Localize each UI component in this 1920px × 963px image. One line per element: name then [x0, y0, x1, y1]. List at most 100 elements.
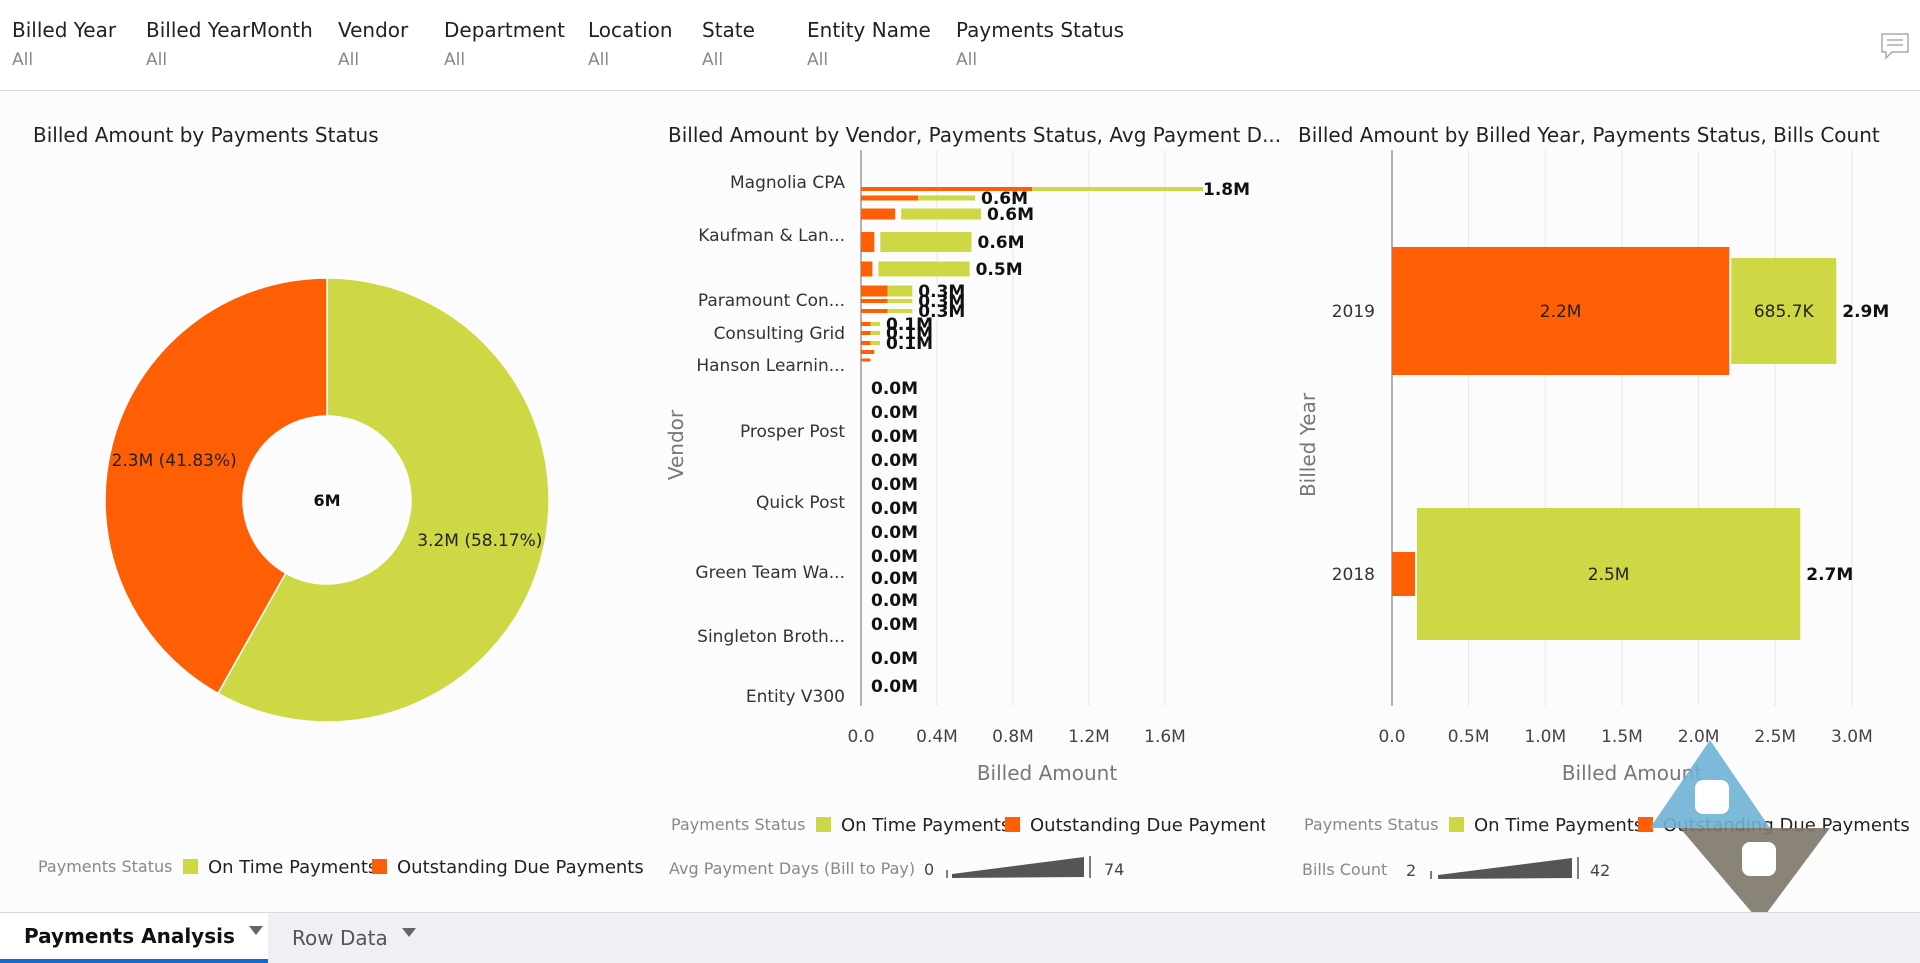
filter-label: Billed YearMonth: [146, 18, 313, 42]
x-tick-label: 3.0M: [1831, 727, 1873, 747]
bar-on-time: [887, 299, 913, 303]
bar-outstanding: [861, 331, 871, 335]
filter-label: Entity Name: [807, 18, 931, 42]
bar-total-label: 0.0M: [871, 427, 918, 447]
legend-title: Payments Status: [38, 857, 172, 876]
bar-total-label: 0.1M: [886, 334, 933, 354]
bar-total-label: 0.0M: [871, 615, 918, 635]
legend-title: Payments Status: [671, 815, 805, 834]
bar-outstanding: [1392, 552, 1415, 596]
tab-payments-analysis[interactable]: Payments Analysis: [0, 913, 268, 963]
size-legend-max: 42: [1590, 861, 1610, 880]
filter-department[interactable]: Department All: [444, 18, 565, 70]
bar-outstanding: [861, 341, 871, 345]
bar-total-label: 0.0M: [871, 451, 918, 471]
filter-billed-year[interactable]: Billed Year All: [12, 18, 116, 70]
legend-outstanding: Outstanding Due Payments: [1030, 815, 1265, 836]
watermark-logo: [1650, 740, 1830, 922]
y-tick-label: Singleton Broth...: [697, 627, 845, 647]
y-tick-label: Quick Post: [756, 493, 845, 513]
filter-location[interactable]: Location All: [588, 18, 673, 70]
vendor-legend: Payments Status On Time Payments Outstan…: [669, 815, 1265, 879]
y-tick-label: Hanson Learnin...: [696, 356, 845, 376]
filter-entity-name[interactable]: Entity Name All: [807, 18, 931, 70]
bar-outstanding: [861, 187, 1032, 191]
chevron-down-icon[interactable]: [248, 925, 263, 935]
bar-total-label: 0.3M: [918, 302, 965, 322]
bar-outstanding: [861, 208, 896, 220]
bar-total-label: 0.6M: [981, 189, 1028, 209]
bar-outstanding: [861, 309, 888, 313]
vendor-bar-chart: 0.0 0.4M 0.8M 1.2M 1.6M Magnolia CPA Kaufman &…: [664, 150, 1250, 785]
filter-value: All: [588, 50, 610, 70]
y-tick-label: Green Team Wa...: [695, 563, 845, 583]
filter-payments-status[interactable]: Payments Status All: [956, 18, 1124, 70]
x-axis-label: Billed Amount: [977, 761, 1118, 785]
bar-total-label: 0.0M: [871, 547, 918, 567]
filter-label: State: [702, 18, 755, 42]
bar-outstanding: [861, 358, 871, 362]
x-tick-label: 0.5M: [1448, 727, 1490, 747]
bar-total-label: 0.0M: [871, 569, 918, 589]
x-tick-label: 0.8M: [992, 727, 1034, 747]
bar-on-time: [887, 309, 913, 313]
bar-total-label: 0.3M: [918, 292, 965, 312]
filter-bar: Billed Year All Billed YearMonth All Vendor A…: [0, 0, 1920, 91]
bar-total-label: 0.6M: [978, 233, 1025, 253]
filter-vendor[interactable]: Vendor All: [338, 18, 408, 70]
filter-label: Location: [588, 18, 673, 42]
bar-on-time: [1416, 508, 1801, 640]
legend-title: Payments Status: [1304, 815, 1438, 834]
y-axis-label: Vendor: [664, 409, 688, 480]
bar-on-time: [878, 261, 970, 277]
comment-icon[interactable]: [1880, 32, 1910, 60]
sheet-tabs: Payments Analysis Row Data: [0, 912, 1920, 963]
bar-on-time: [1731, 258, 1837, 364]
bar-total-label: 0.0M: [871, 475, 918, 495]
filter-label: Billed Year: [12, 18, 117, 42]
y-axis-label: Billed Year: [1296, 392, 1320, 497]
bar-total-label: 1.8M: [1203, 180, 1250, 200]
filter-value: All: [807, 50, 829, 70]
bar-outstanding: [861, 195, 918, 201]
y-tick-label: Entity V300: [746, 687, 845, 707]
bar-outstanding: [861, 261, 873, 277]
donut-legend: Payments Status On Time Payments Outstan…: [38, 857, 644, 878]
bar-outstanding: [861, 285, 888, 297]
filter-value: All: [12, 50, 34, 70]
vendor-chart-title: Billed Amount by Vendor, Payments Status…: [668, 123, 1282, 147]
tab-label: Payments Analysis: [24, 924, 235, 948]
y-tick-label: Consulting Grid: [714, 324, 845, 344]
tab-label: Row Data: [292, 926, 388, 950]
bar-on-time: [918, 195, 975, 201]
bar-total-label: 0.0M: [871, 591, 918, 611]
y-tick-label: 2019: [1332, 302, 1375, 322]
bar-on-time: [880, 232, 972, 252]
donut-slice: [104, 277, 328, 695]
bar-total-label: 0.6M: [987, 205, 1034, 225]
bar-on-time: [870, 341, 880, 345]
y-tick-label: 2018: [1332, 565, 1375, 585]
bar-total-label: 0.0M: [871, 403, 918, 423]
tab-row-data[interactable]: Row Data: [268, 913, 438, 963]
y-tick-label: Prosper Post: [740, 422, 845, 442]
x-tick-label: 0.0: [1378, 727, 1405, 747]
bar-total-label: 2.7M: [1806, 565, 1853, 585]
year-chart-title: Billed Amount by Billed Year, Payments S…: [1298, 123, 1880, 147]
filter-state[interactable]: State All: [702, 18, 755, 70]
legend-swatch-on-time: [183, 859, 198, 874]
bar-outstanding: [861, 322, 871, 326]
size-legend-min: 2: [1406, 861, 1416, 880]
bar-outstanding: [861, 299, 888, 303]
filter-value: All: [956, 50, 978, 70]
bar-total-label: 0.0M: [871, 649, 918, 669]
filter-billed-yearmonth[interactable]: Billed YearMonth All: [146, 18, 313, 70]
bar-value-label: 2.2M: [1540, 302, 1582, 322]
bar-on-time: [870, 331, 880, 335]
donut-slice: [216, 277, 550, 723]
chevron-down-icon[interactable]: [401, 927, 416, 937]
filter-value: All: [146, 50, 168, 70]
legend-on-time: On Time Payments: [841, 815, 1010, 836]
donut-chart: 3.2M (58.17%) 2.3M (41.83%) 6M: [104, 277, 550, 723]
bar-total-label: 0.0M: [871, 379, 918, 399]
